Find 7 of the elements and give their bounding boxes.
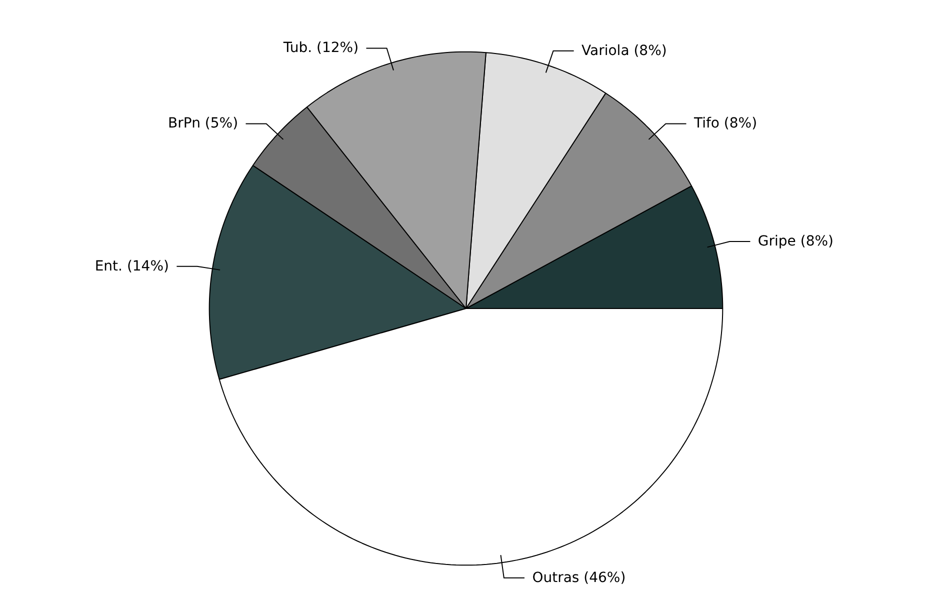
slice-label: Outras (46%)	[532, 570, 626, 586]
slice-label: Gripe (8%)	[758, 233, 834, 250]
slice-label: BrPn (5%)	[168, 116, 238, 132]
slice-label: Tub. (12%)	[282, 40, 359, 56]
slice-label: Tifo (8%)	[692, 116, 758, 132]
slice-label: Variola (8%)	[582, 42, 667, 59]
slice-label: Ent. (14%)	[94, 258, 169, 274]
